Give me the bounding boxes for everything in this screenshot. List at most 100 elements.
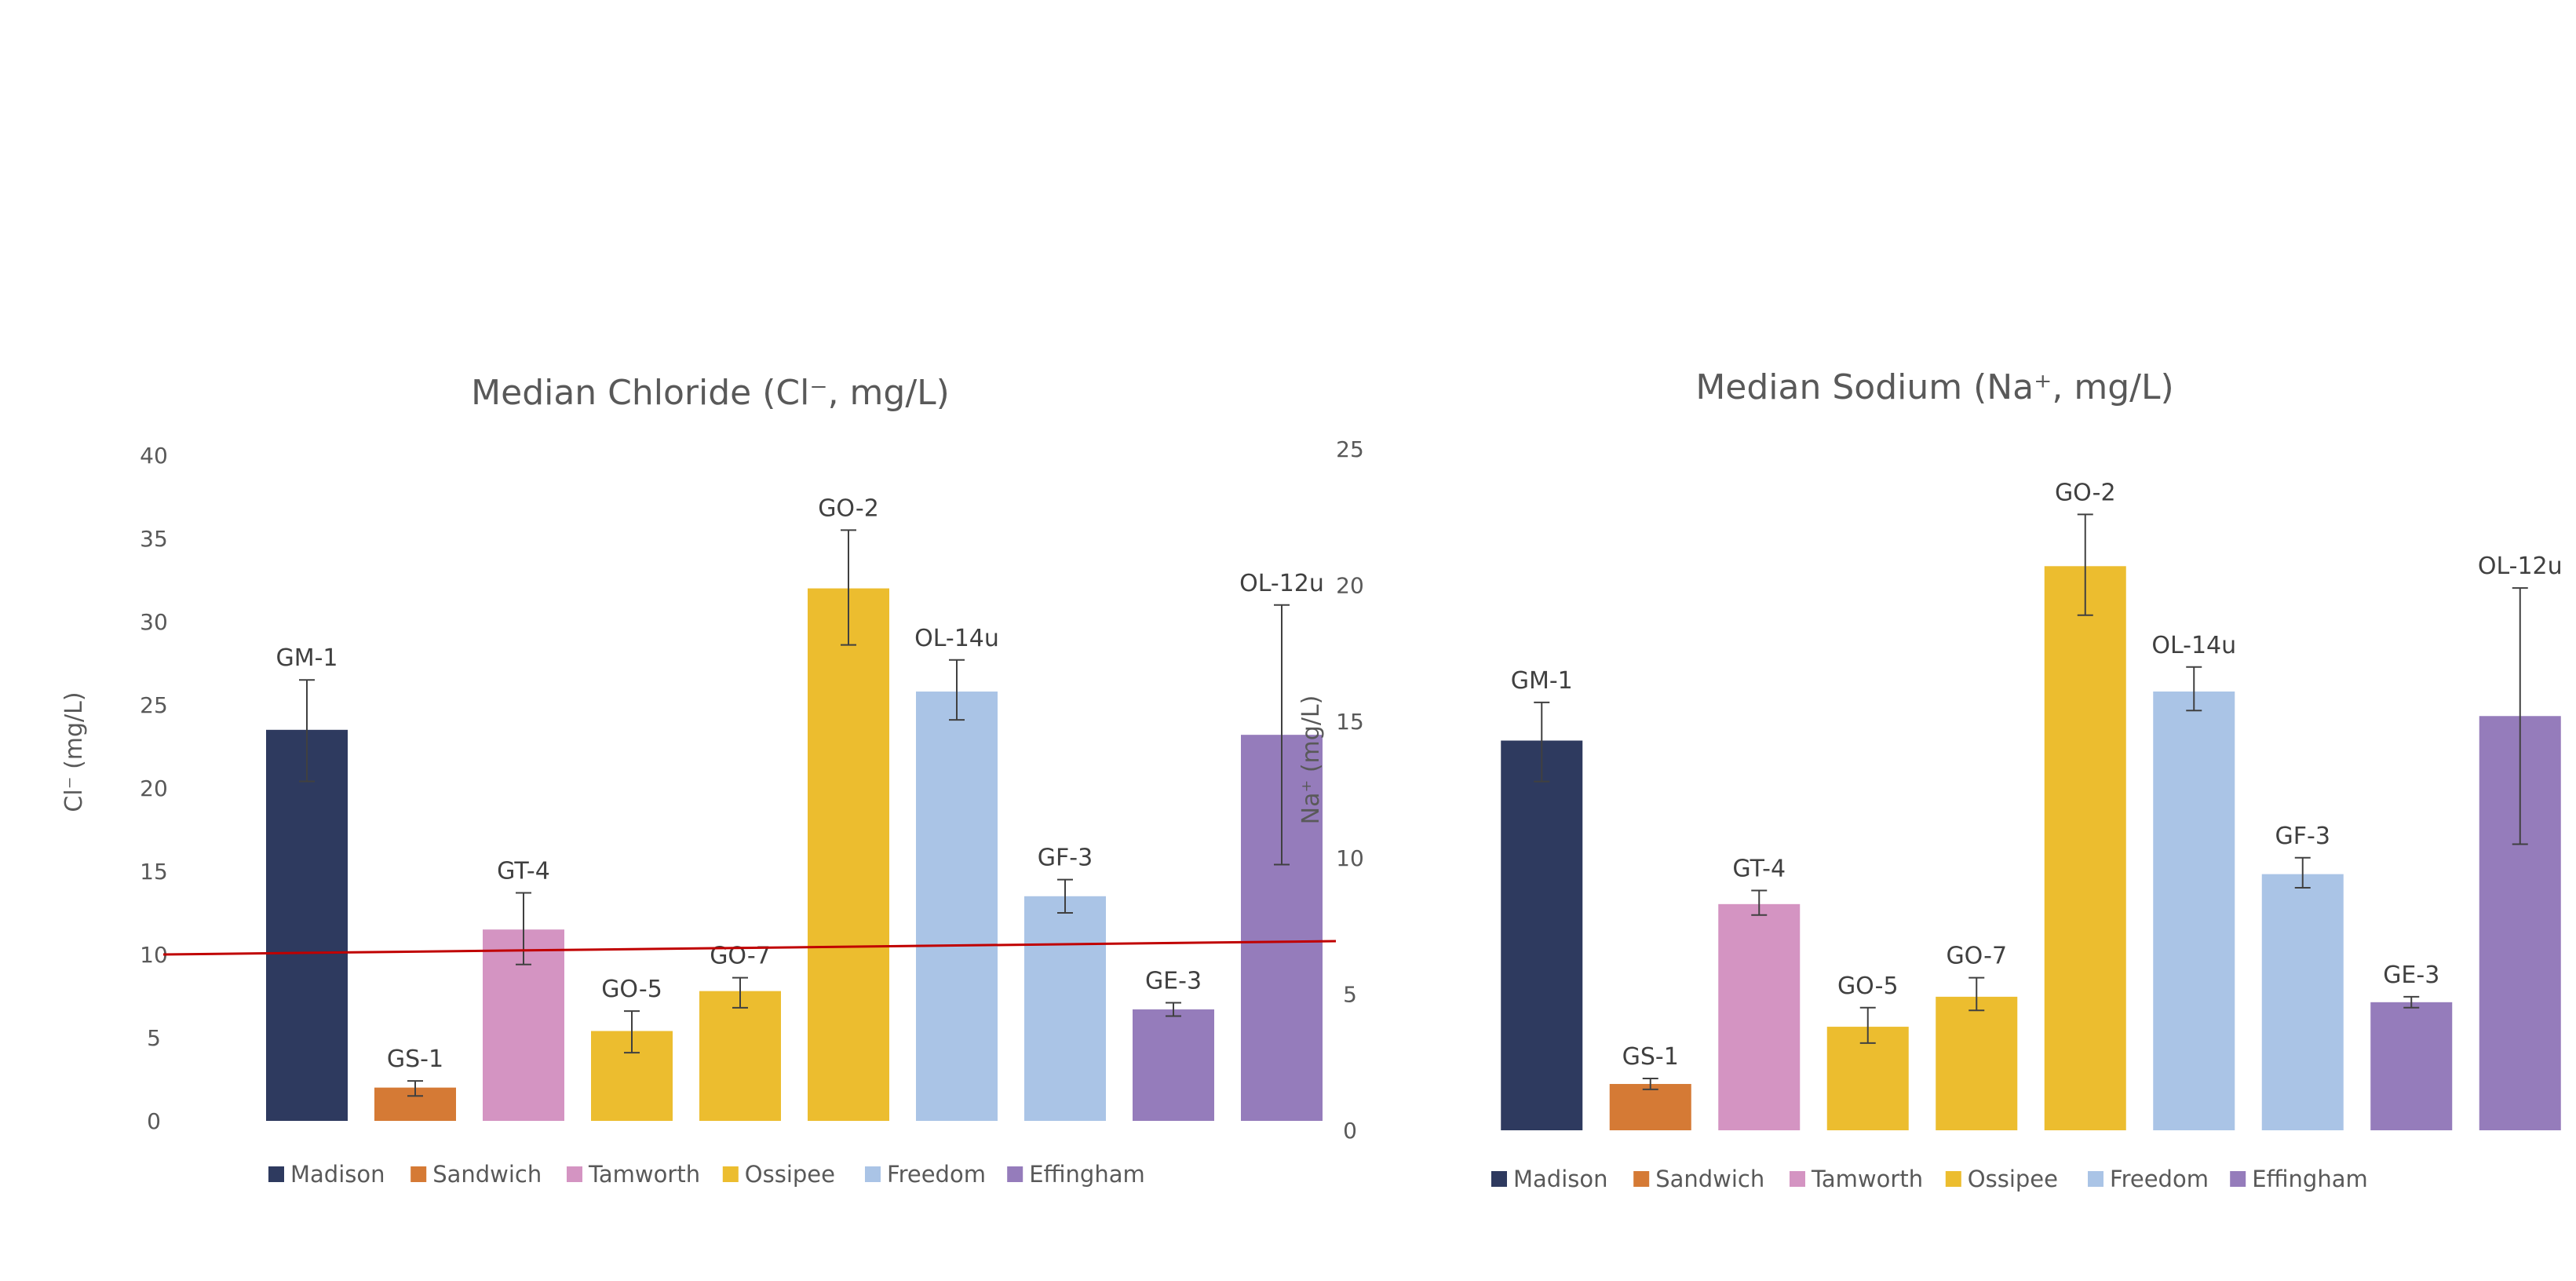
chloride-data-label-ge-3: GE-3 [1145, 967, 1202, 995]
sodium-legend-label-effingham: Effingham [2252, 1166, 2368, 1192]
sodium-data-label-gm-1: GM-1 [1511, 667, 1573, 695]
chloride-y-tick-label: 15 [140, 859, 168, 885]
sodium-bar-gf-3 [2261, 874, 2344, 1130]
chloride-y-tick-label: 5 [147, 1025, 161, 1051]
sodium-legend-swatch-madison [1491, 1171, 1507, 1187]
chloride-legend-label-madison: Madison [290, 1161, 385, 1188]
sodium-error-bar-gs-1 [1642, 1078, 1658, 1090]
sodium-error-bar-go-7 [1968, 976, 1985, 1012]
chloride-y-tick-label: 30 [140, 609, 168, 635]
sodium-y-tick-label: 5 [1343, 981, 1357, 1007]
chloride-bar-gf-3 [1024, 896, 1106, 1121]
chloride-error-bar-ge-3 [1166, 1002, 1181, 1017]
chloride-y-tick-label: 10 [140, 942, 168, 968]
sodium-legend-label-sandwich: Sandwich [1655, 1166, 1764, 1192]
sodium-chart-title: Median Sodium (Na⁺, mg/L) [1695, 367, 2173, 407]
sodium-y-tick-label: 15 [1336, 709, 1364, 735]
sodium-bar-go-2 [2044, 566, 2126, 1130]
sodium-y-tick-label: 20 [1336, 573, 1364, 599]
sodium-bar-gs-1 [1609, 1083, 1691, 1130]
chloride-chart: Median Chloride (Cl⁻, mg/L) Cl⁻ (mg/L) 0… [60, 373, 1337, 1188]
chloride-reference-line [162, 940, 1337, 956]
chloride-y-tick-label: 40 [140, 443, 168, 469]
sodium-data-label-ge-3: GE-3 [2383, 962, 2439, 989]
sodium-bars: GM-1 GS-1 GT-4 GO-5 GO-7 GO-2 OL-14u GF-3 GE-3 OL… [1501, 479, 2563, 1130]
sodium-data-label-ol-12u: OL-12u [2478, 553, 2563, 580]
sodium-legend: Madison Sandwich Tamworth Ossipee Freedom Eff… [1491, 1166, 2368, 1192]
chloride-data-label-go-5: GO-5 [601, 976, 662, 1003]
chloride-data-label-ol-12u: OL-12u [1239, 570, 1324, 597]
sodium-error-bar-gm-1 [1534, 701, 1550, 783]
chloride-legend-label-tamworth: Tamworth [588, 1161, 700, 1188]
sodium-data-label-gs-1: GS-1 [1622, 1043, 1679, 1071]
sodium-legend-swatch-tamworth [1790, 1171, 1805, 1187]
chloride-legend-label-sandwich: Sandwich [432, 1161, 542, 1188]
chloride-bar-go-7 [699, 991, 781, 1121]
sodium-data-label-go-5: GO-5 [1837, 973, 1899, 1000]
chloride-legend-swatch-tamworth [567, 1166, 582, 1182]
chloride-data-label-gs-1: GS-1 [387, 1046, 443, 1073]
chloride-legend-label-freedom: Freedom [887, 1161, 986, 1188]
chloride-error-bar-go-5 [624, 1010, 640, 1054]
chloride-data-label-gm-1: GM-1 [275, 644, 338, 672]
chloride-legend-label-ossipee: Ossipee [745, 1161, 835, 1188]
sodium-legend-swatch-effingham [2230, 1171, 2246, 1187]
chloride-legend-label-effingham: Effingham [1029, 1161, 1145, 1188]
sodium-error-bar-ol-12u [2512, 587, 2528, 845]
sodium-chart: Median Sodium (Na⁺, mg/L) Na⁺ (mg/L) 0 5 1… [1297, 367, 2563, 1192]
sodium-error-bar-go-5 [1859, 1006, 1876, 1044]
chloride-bar-gm-1 [266, 729, 348, 1121]
sodium-y-tick-label: 0 [1343, 1118, 1357, 1144]
chloride-error-bar-gs-1 [407, 1080, 423, 1097]
sodium-error-bar-ol-14u [2186, 666, 2202, 712]
chloride-data-label-ol-14u: OL-14u [914, 625, 999, 652]
chloride-legend-swatch-ossipee [722, 1166, 739, 1182]
sodium-legend-swatch-freedom [2088, 1171, 2103, 1187]
chloride-chart-title: Median Chloride (Cl⁻, mg/L) [471, 373, 950, 413]
sodium-bar-go-5 [1826, 1027, 1909, 1130]
sodium-bar-gm-1 [1501, 740, 1583, 1130]
sodium-data-label-gt-4: GT-4 [1732, 855, 1786, 882]
sodium-legend-swatch-ossipee [1945, 1171, 1961, 1187]
chloride-error-bar-go-2 [841, 529, 856, 646]
chloride-bars: GM-1GS-1GT-4GO-5GO-7GO-2OL-14uGF-3GE-3OL… [266, 495, 1324, 1121]
sodium-error-bar-gf-3 [2294, 856, 2311, 889]
chloride-error-bar-go-7 [732, 976, 748, 1009]
chloride-data-label-gt-4: GT-4 [497, 858, 550, 885]
sodium-legend-swatch-sandwich [1633, 1171, 1650, 1187]
sodium-legend-label-freedom: Freedom [2110, 1166, 2209, 1192]
chloride-y-axis-label: Cl⁻ (mg/L) [60, 692, 88, 812]
sodium-error-bar-ge-3 [2403, 995, 2420, 1009]
sodium-data-label-go-2: GO-2 [2055, 479, 2116, 506]
sodium-y-tick-label: 10 [1336, 845, 1364, 871]
chloride-legend-swatch-effingham [1007, 1166, 1023, 1182]
chloride-y-tick-label: 0 [147, 1108, 161, 1134]
sodium-y-axis-label: Na⁺ (mg/L) [1297, 695, 1325, 825]
chloride-error-bar-gt-4 [516, 892, 531, 965]
chloride-bar-ge-3 [1133, 1009, 1214, 1121]
chloride-error-bar-gf-3 [1057, 878, 1073, 914]
chloride-y-tick-label: 20 [140, 776, 168, 801]
chloride-error-bar-ol-14u [949, 659, 965, 721]
chloride-data-label-go-2: GO-2 [818, 495, 879, 522]
chloride-legend-swatch-madison [268, 1166, 284, 1182]
sodium-data-label-go-7: GO-7 [1946, 943, 2007, 970]
chloride-bar-go-2 [808, 588, 889, 1121]
sodium-data-label-gf-3: GF-3 [2275, 823, 2330, 850]
sodium-error-bar-gt-4 [1751, 889, 1768, 916]
chloride-y-tick-label: 35 [140, 526, 168, 552]
sodium-legend-label-tamworth: Tamworth [1811, 1166, 1923, 1192]
sodium-error-bar-go-2 [2077, 513, 2093, 616]
sodium-bar-ol-14u [2153, 692, 2235, 1130]
sodium-bar-go-7 [1936, 996, 2018, 1130]
sodium-y-tick-label: 25 [1336, 436, 1364, 462]
sodium-legend-label-ossipee: Ossipee [1968, 1166, 2058, 1192]
sodium-legend-label-madison: Madison [1513, 1166, 1608, 1192]
chloride-y-axis: 0 5 10 15 20 25 30 35 40 [140, 443, 168, 1134]
sodium-bar-gt-4 [1718, 903, 1801, 1130]
sodium-bar-ge-3 [2370, 1002, 2453, 1130]
threshold-line [162, 940, 1337, 956]
chloride-y-tick-label: 25 [140, 692, 168, 718]
chloride-legend: Madison Sandwich Tamworth Ossipee Freedom Eff… [268, 1161, 1145, 1188]
